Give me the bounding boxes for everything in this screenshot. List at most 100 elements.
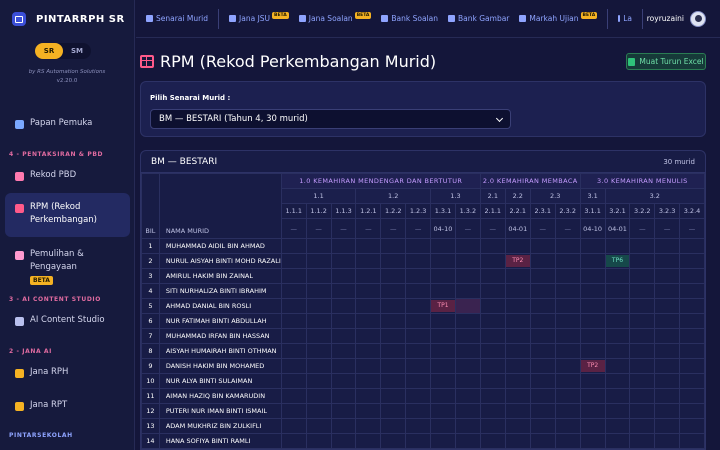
tp-cell[interactable] <box>405 253 432 269</box>
tp-cell[interactable] <box>330 328 357 344</box>
download-excel-button[interactable]: Muat Turun Excel <box>626 53 706 70</box>
tp-cell[interactable] <box>529 283 556 299</box>
tp-cell[interactable] <box>629 268 656 284</box>
tp-cell[interactable] <box>380 238 407 254</box>
tp-cell[interactable] <box>604 418 631 434</box>
tp-cell[interactable] <box>604 283 631 299</box>
nav-bank-gambar[interactable]: Bank Gambar <box>448 14 509 23</box>
tp-cell[interactable] <box>604 328 631 344</box>
tp-cell[interactable] <box>554 298 581 314</box>
tp-cell[interactable] <box>280 238 307 254</box>
tp-cell[interactable] <box>430 283 456 299</box>
tp-cell[interactable] <box>504 298 531 314</box>
tp-cell[interactable] <box>654 433 681 449</box>
tp-cell[interactable] <box>355 433 382 449</box>
tp-cell[interactable] <box>355 328 382 344</box>
tp-cell[interactable] <box>654 403 681 419</box>
tp-cell[interactable] <box>579 388 606 404</box>
tp-cell[interactable] <box>330 403 357 419</box>
tp-cell[interactable] <box>355 298 382 314</box>
tp-cell[interactable] <box>679 403 705 419</box>
tp-cell[interactable] <box>679 343 705 359</box>
tp-cell[interactable] <box>604 433 631 449</box>
tp-cell[interactable] <box>305 388 332 404</box>
tp-cell[interactable] <box>454 328 481 344</box>
tp-cell[interactable] <box>454 418 481 434</box>
tp-cell[interactable] <box>479 433 506 449</box>
tp-cell[interactable] <box>554 253 581 269</box>
tp-cell[interactable] <box>355 253 382 269</box>
tp-cell[interactable] <box>405 418 432 434</box>
tp-cell[interactable] <box>654 388 681 404</box>
tp-cell[interactable] <box>479 298 506 314</box>
nav-markah-ujian[interactable]: Markah Ujian BETA <box>519 12 598 23</box>
tp-cell[interactable] <box>654 343 681 359</box>
tp-cell[interactable] <box>454 298 481 314</box>
tp-cell[interactable] <box>330 253 357 269</box>
tp-cell[interactable] <box>454 403 481 419</box>
tp-cell[interactable] <box>454 238 481 254</box>
tp-cell[interactable] <box>280 418 307 434</box>
tp-cell[interactable] <box>355 418 382 434</box>
tp-cell[interactable] <box>679 253 705 269</box>
tp-cell[interactable] <box>479 238 506 254</box>
tp-cell[interactable]: TP2 <box>579 358 606 374</box>
tp-cell[interactable] <box>380 328 407 344</box>
tp-cell[interactable] <box>280 253 307 269</box>
tp-cell[interactable] <box>554 283 581 299</box>
tp-cell[interactable] <box>454 343 481 359</box>
sidebar-item-jana-rpt[interactable]: Jana RPT <box>5 399 130 412</box>
tp-cell[interactable] <box>654 373 681 389</box>
tp-cell[interactable] <box>479 403 506 419</box>
tp-cell[interactable] <box>454 433 481 449</box>
tp-cell[interactable] <box>430 373 456 389</box>
switch-sr[interactable]: SR <box>35 43 63 59</box>
tp-cell[interactable] <box>405 268 432 284</box>
tp-cell[interactable] <box>380 418 407 434</box>
tp-cell[interactable] <box>380 298 407 314</box>
tp-cell[interactable] <box>280 358 307 374</box>
tp-cell[interactable] <box>479 268 506 284</box>
tp-cell[interactable] <box>430 253 456 269</box>
tp-cell[interactable] <box>405 298 432 314</box>
tp-cell[interactable] <box>330 298 357 314</box>
tp-cell[interactable] <box>654 358 681 374</box>
tp-cell[interactable] <box>629 283 656 299</box>
tp-cell[interactable] <box>579 418 606 434</box>
tp-cell[interactable] <box>280 328 307 344</box>
tp-cell[interactable] <box>430 343 456 359</box>
tp-cell[interactable] <box>604 238 631 254</box>
tp-cell[interactable] <box>679 298 705 314</box>
tp-cell[interactable] <box>504 433 531 449</box>
sidebar-item-ai-studio[interactable]: AI Content Studio <box>5 314 130 327</box>
tp-cell[interactable] <box>529 328 556 344</box>
tp-cell[interactable] <box>554 358 581 374</box>
tp-cell[interactable] <box>355 268 382 284</box>
tp-cell[interactable] <box>579 298 606 314</box>
tp-cell[interactable] <box>454 268 481 284</box>
tp-cell[interactable] <box>529 313 556 329</box>
tp-cell[interactable] <box>280 433 307 449</box>
tp-cell[interactable] <box>654 328 681 344</box>
tp-cell[interactable] <box>430 358 456 374</box>
tp-cell[interactable] <box>629 343 656 359</box>
tp-cell[interactable] <box>654 268 681 284</box>
tp-cell[interactable] <box>579 343 606 359</box>
tp-cell[interactable] <box>679 418 705 434</box>
tp-cell[interactable] <box>479 358 506 374</box>
tp-cell[interactable] <box>380 268 407 284</box>
nav-la[interactable]: La <box>618 14 632 23</box>
tp-cell[interactable] <box>330 313 357 329</box>
tp-cell[interactable] <box>305 313 332 329</box>
tp-cell[interactable] <box>679 238 705 254</box>
tp-cell[interactable] <box>330 358 357 374</box>
tp-cell[interactable] <box>629 253 656 269</box>
tp-cell[interactable] <box>405 388 432 404</box>
tp-cell[interactable] <box>529 403 556 419</box>
tp-cell[interactable] <box>504 343 531 359</box>
tp-cell[interactable] <box>654 418 681 434</box>
tp-cell[interactable] <box>579 433 606 449</box>
tp-cell[interactable] <box>579 238 606 254</box>
nav-jana-soalan[interactable]: Jana Soalan BETA <box>298 12 372 23</box>
tp-cell[interactable] <box>430 433 456 449</box>
